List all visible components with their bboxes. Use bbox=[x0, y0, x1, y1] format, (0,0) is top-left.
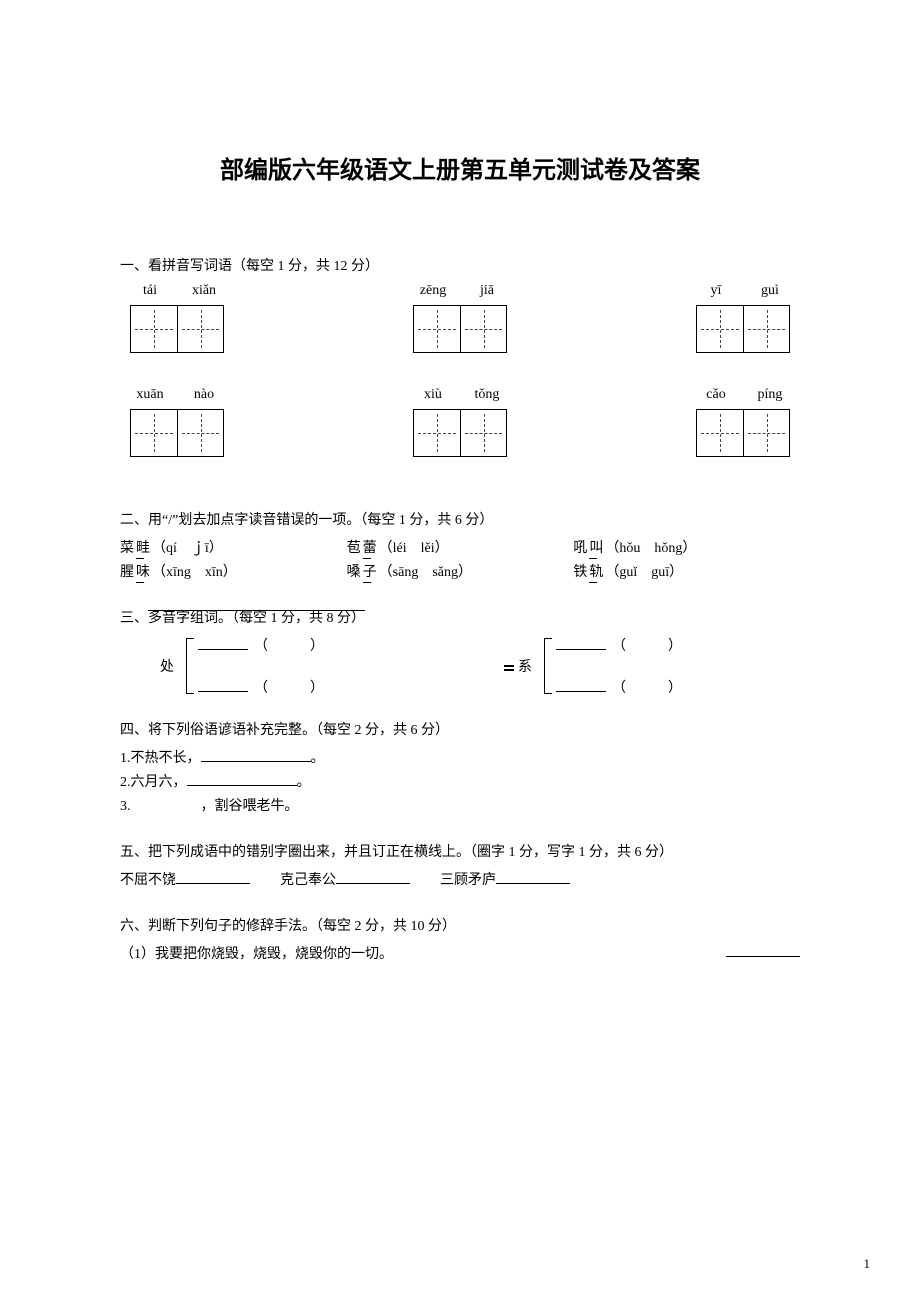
q3-heading: 三、多音字组词。（每空 1 分，共 8 分） bbox=[120, 607, 800, 627]
q1-block-2-3: cǎo píng bbox=[696, 387, 790, 457]
q4-item-3: 3. ，割谷喂老牛。 bbox=[120, 795, 800, 815]
q1-block-2-2: xiù tǒng bbox=[413, 387, 507, 457]
write-box bbox=[413, 409, 507, 457]
pinyin: tǒng bbox=[472, 387, 502, 403]
write-box bbox=[696, 409, 790, 457]
q2-item: 吼叫（hǒu hǒng） bbox=[573, 537, 800, 557]
q2-item: 铁轨（guǐ guī） bbox=[573, 561, 800, 581]
left-bracket-icon bbox=[180, 638, 194, 694]
q2-item: 腥味（xīng xīn） bbox=[120, 561, 347, 581]
dotted-char: 畦 bbox=[136, 537, 150, 557]
dotted-char: 味 bbox=[136, 561, 150, 581]
write-box bbox=[130, 305, 224, 353]
pinyin: xiù bbox=[418, 387, 448, 403]
footnote-icon bbox=[504, 659, 514, 673]
q1-block-1-2: zēng jiā bbox=[413, 283, 507, 353]
q5-item-3: 三顾矛庐 bbox=[440, 869, 570, 889]
q3-groups: 处 （ ） （ ） 系 （ ） （ ） bbox=[120, 635, 800, 697]
q6-heading: 六、判断下列句子的修辞手法。（每空 2 分，共 10 分） bbox=[120, 915, 800, 935]
write-box bbox=[413, 305, 507, 353]
q5-heading: 五、把下列成语中的错别字圈出来，并且订正在横线上。（圈字 1 分，写字 1 分，… bbox=[120, 841, 800, 861]
blank-line bbox=[726, 943, 800, 957]
q3-group-1: 处 （ ） （ ） bbox=[160, 635, 324, 697]
blank-line bbox=[201, 748, 311, 762]
q1-row-1: tái xiǎn zēng jiā yī guì bbox=[120, 283, 800, 353]
q2-item: 嗓子（sāng sǎng） bbox=[347, 561, 574, 581]
blank-line bbox=[187, 772, 297, 786]
pinyin: píng bbox=[755, 387, 785, 403]
blank-line bbox=[198, 678, 248, 692]
blank-line bbox=[198, 636, 248, 650]
blank-line bbox=[556, 636, 606, 650]
q2-row-2: 腥味（xīng xīn） 嗓子（sāng sǎng） 铁轨（guǐ guī） bbox=[120, 561, 800, 581]
blank-line bbox=[176, 870, 250, 884]
paren: （ ） bbox=[612, 677, 682, 697]
write-box bbox=[696, 305, 790, 353]
dotted-char: 轨 bbox=[589, 561, 603, 581]
q6-item-1: （1）我要把你烧毁，烧毁，烧毁你的一切。 bbox=[120, 943, 800, 963]
q4-item-2: 2.六月六，。 bbox=[120, 771, 800, 791]
pinyin: jiā bbox=[472, 283, 502, 299]
blank-line bbox=[336, 870, 410, 884]
dotted-char: 子 bbox=[363, 561, 377, 581]
pinyin: guì bbox=[755, 283, 785, 299]
left-bracket-icon bbox=[538, 638, 552, 694]
pinyin: cǎo bbox=[701, 387, 731, 403]
blank-line bbox=[556, 678, 606, 692]
blank-line bbox=[496, 870, 570, 884]
write-box bbox=[130, 409, 224, 457]
q5-row: 不屈不饶 克己奉公 三顾矛庐 bbox=[120, 869, 800, 889]
q4-heading: 四、将下列俗语谚语补充完整。（每空 2 分，共 6 分） bbox=[120, 719, 800, 739]
q1-row-2: xuān nào xiù tǒng cǎo píng bbox=[120, 387, 800, 457]
q1-block-1-3: yī guì bbox=[696, 283, 790, 353]
q5-item-2: 克己奉公 bbox=[280, 869, 410, 889]
pinyin: nào bbox=[189, 387, 219, 403]
poly-char: 系 bbox=[518, 656, 532, 676]
page-number: 1 bbox=[864, 1256, 871, 1272]
poly-char: 处 bbox=[160, 656, 174, 676]
q2-heading: 二、用“/”划去加点字读音错误的一项。（每空 1 分，共 6 分） bbox=[120, 509, 800, 529]
pinyin: xuān bbox=[135, 387, 165, 403]
q2-item: 菜畦（qí ｊī） bbox=[120, 537, 347, 557]
q3-group-2: 系 （ ） （ ） bbox=[504, 635, 682, 697]
dotted-char: 蕾 bbox=[363, 537, 377, 557]
q4-item-1: 1.不热不长，。 bbox=[120, 747, 800, 767]
paren: （ ） bbox=[612, 635, 682, 655]
pinyin: yī bbox=[701, 283, 731, 299]
dotted-char: 叫 bbox=[589, 537, 603, 557]
q1-block-2-1: xuān nào bbox=[130, 387, 224, 457]
q5-item-1: 不屈不饶 bbox=[120, 869, 250, 889]
pinyin: tái bbox=[135, 283, 165, 299]
pinyin: xiǎn bbox=[189, 283, 219, 299]
q2-row-1: 菜畦（qí ｊī） 苞蕾（léi lěi） 吼叫（hǒu hǒng） bbox=[120, 537, 800, 557]
q2-item: 苞蕾（léi lěi） bbox=[347, 537, 574, 557]
page-title: 部编版六年级语文上册第五单元测试卷及答案 bbox=[120, 150, 800, 185]
pinyin: zēng bbox=[418, 283, 448, 299]
paren: （ ） bbox=[254, 677, 324, 697]
paren: （ ） bbox=[254, 635, 324, 655]
q1-block-1-1: tái xiǎn bbox=[130, 283, 224, 353]
q1-heading: 一、看拼音写词语（每空 1 分，共 12 分） bbox=[120, 255, 800, 275]
